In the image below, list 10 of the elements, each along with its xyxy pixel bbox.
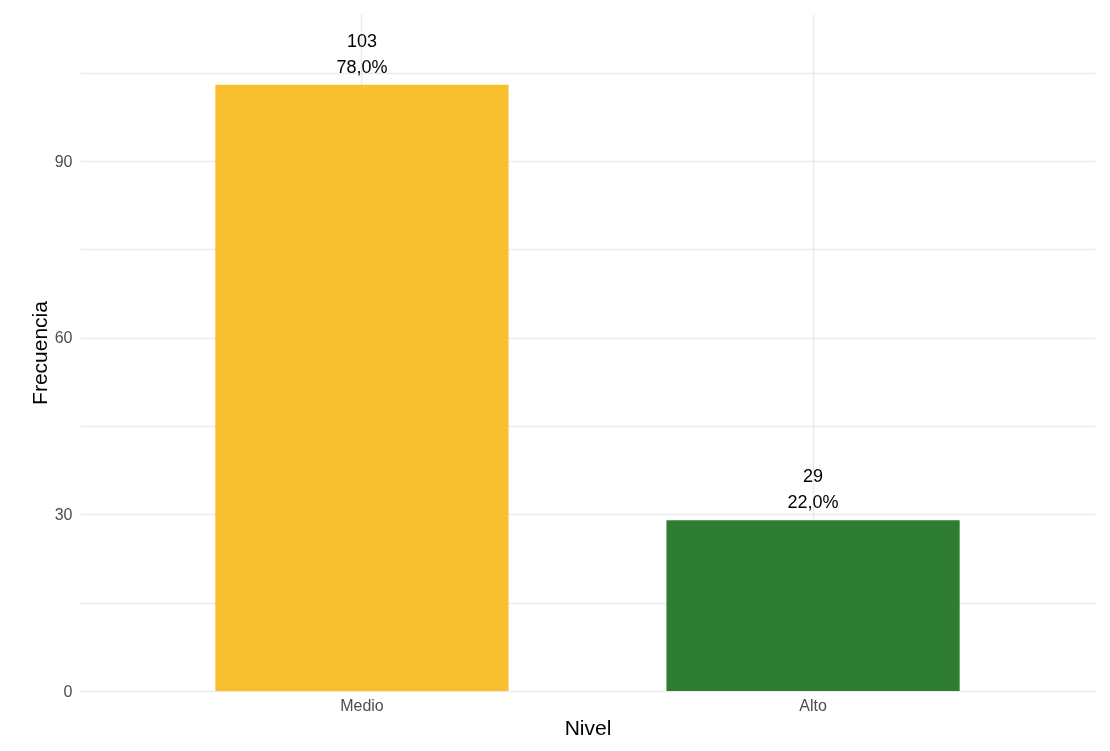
x-tick-label: Medio	[340, 696, 384, 714]
y-tick-label: 90	[54, 152, 73, 170]
y-tick-label: 60	[54, 329, 73, 347]
y-axis-title: Frecuencia	[27, 300, 51, 405]
data-label: 103 78,0%	[336, 30, 388, 77]
x-axis-title: Nivel	[564, 715, 612, 739]
y-tick-label: 0	[63, 682, 73, 700]
data-label: 29 22,0%	[787, 466, 839, 513]
y-tick-label: 30	[54, 505, 73, 523]
x-tick-label: Alto	[799, 696, 827, 714]
